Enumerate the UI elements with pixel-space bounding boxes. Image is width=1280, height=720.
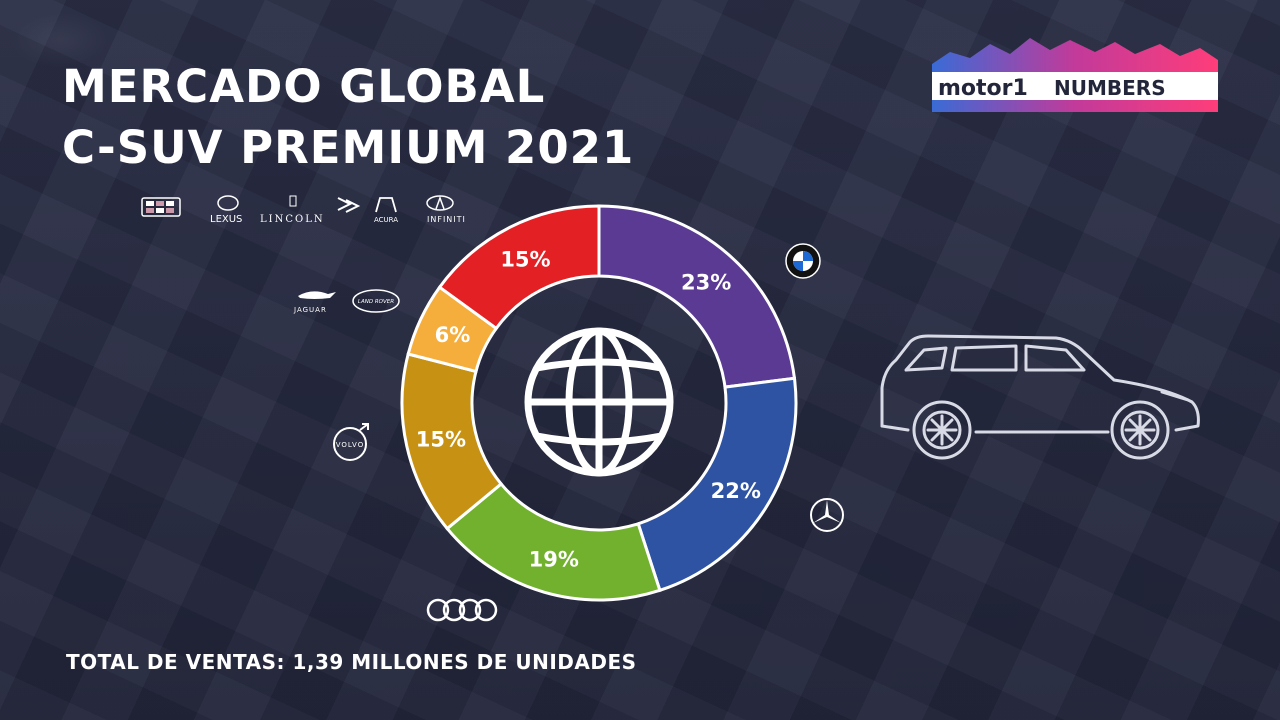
lexus-text: LEXUS — [210, 214, 242, 225]
donut-slice-bmw — [597, 204, 797, 389]
ds-logo — [337, 197, 361, 213]
volvo-text: VOLVO — [336, 441, 364, 449]
acura-text: ACURA — [374, 216, 398, 224]
land-rover-text: LAND ROVER — [358, 299, 394, 305]
slice-label-jaguar-land-rover: 6% — [435, 323, 471, 347]
motor1-numbers-logo: motor1 NUMBERS — [932, 38, 1218, 112]
infiniti-text: INFINITI — [427, 215, 466, 224]
acura-logo: ACURA — [374, 197, 398, 224]
cadillac-logo — [141, 197, 181, 217]
slice-label-bmw: 23% — [681, 270, 731, 294]
svg-text:motor1: motor1 — [938, 76, 1028, 101]
logo-suffix-text: NUMBERS — [1054, 76, 1166, 100]
title-line-2: C-SUV PREMIUM 2021 — [62, 121, 635, 174]
jaguar-logo: JAGUAR — [293, 291, 336, 314]
globe-icon — [524, 327, 674, 477]
jaguar-land-rover-logo: JAGUAR LAND ROVER — [292, 284, 404, 318]
donut-slice-others — [437, 204, 601, 331]
slice-label-mercedes-benz: 22% — [711, 479, 761, 503]
lexus-logo: LEXUS — [210, 195, 242, 225]
jaguar-text: JAGUAR — [293, 306, 327, 314]
slice-label-others: 15% — [500, 248, 550, 272]
slice-label-audi: 19% — [529, 548, 579, 572]
volvo-logo: VOLVO — [330, 422, 372, 464]
title-line-1: MERCADO GLOBAL — [62, 60, 546, 113]
slice-label-volvo: 15% — [416, 427, 466, 451]
donut-slice-mercedes-benz — [636, 376, 798, 593]
bmw-logo — [784, 242, 822, 280]
lincoln-text: LINCOLN — [260, 214, 325, 225]
suv-car-icon — [880, 334, 1200, 460]
page-title: MERCADO GLOBAL C-SUV PREMIUM 2021 — [62, 56, 634, 178]
mercedes-benz-logo — [808, 496, 846, 534]
total-sales-label: TOTAL DE VENTAS: 1,39 MILLONES DE UNIDAD… — [66, 650, 637, 674]
others-logo: LEXUS LINCOLN ACURA INFINITI — [140, 192, 480, 228]
audi-logo — [426, 596, 498, 624]
lincoln-logo: LINCOLN — [260, 195, 325, 225]
infiniti-logo: INFINITI — [426, 195, 466, 224]
logo-brand-text: motor1 — [938, 76, 1028, 101]
svg-text:NUMBERS: NUMBERS — [1054, 76, 1166, 100]
land-rover-logo: LAND ROVER — [352, 289, 400, 313]
